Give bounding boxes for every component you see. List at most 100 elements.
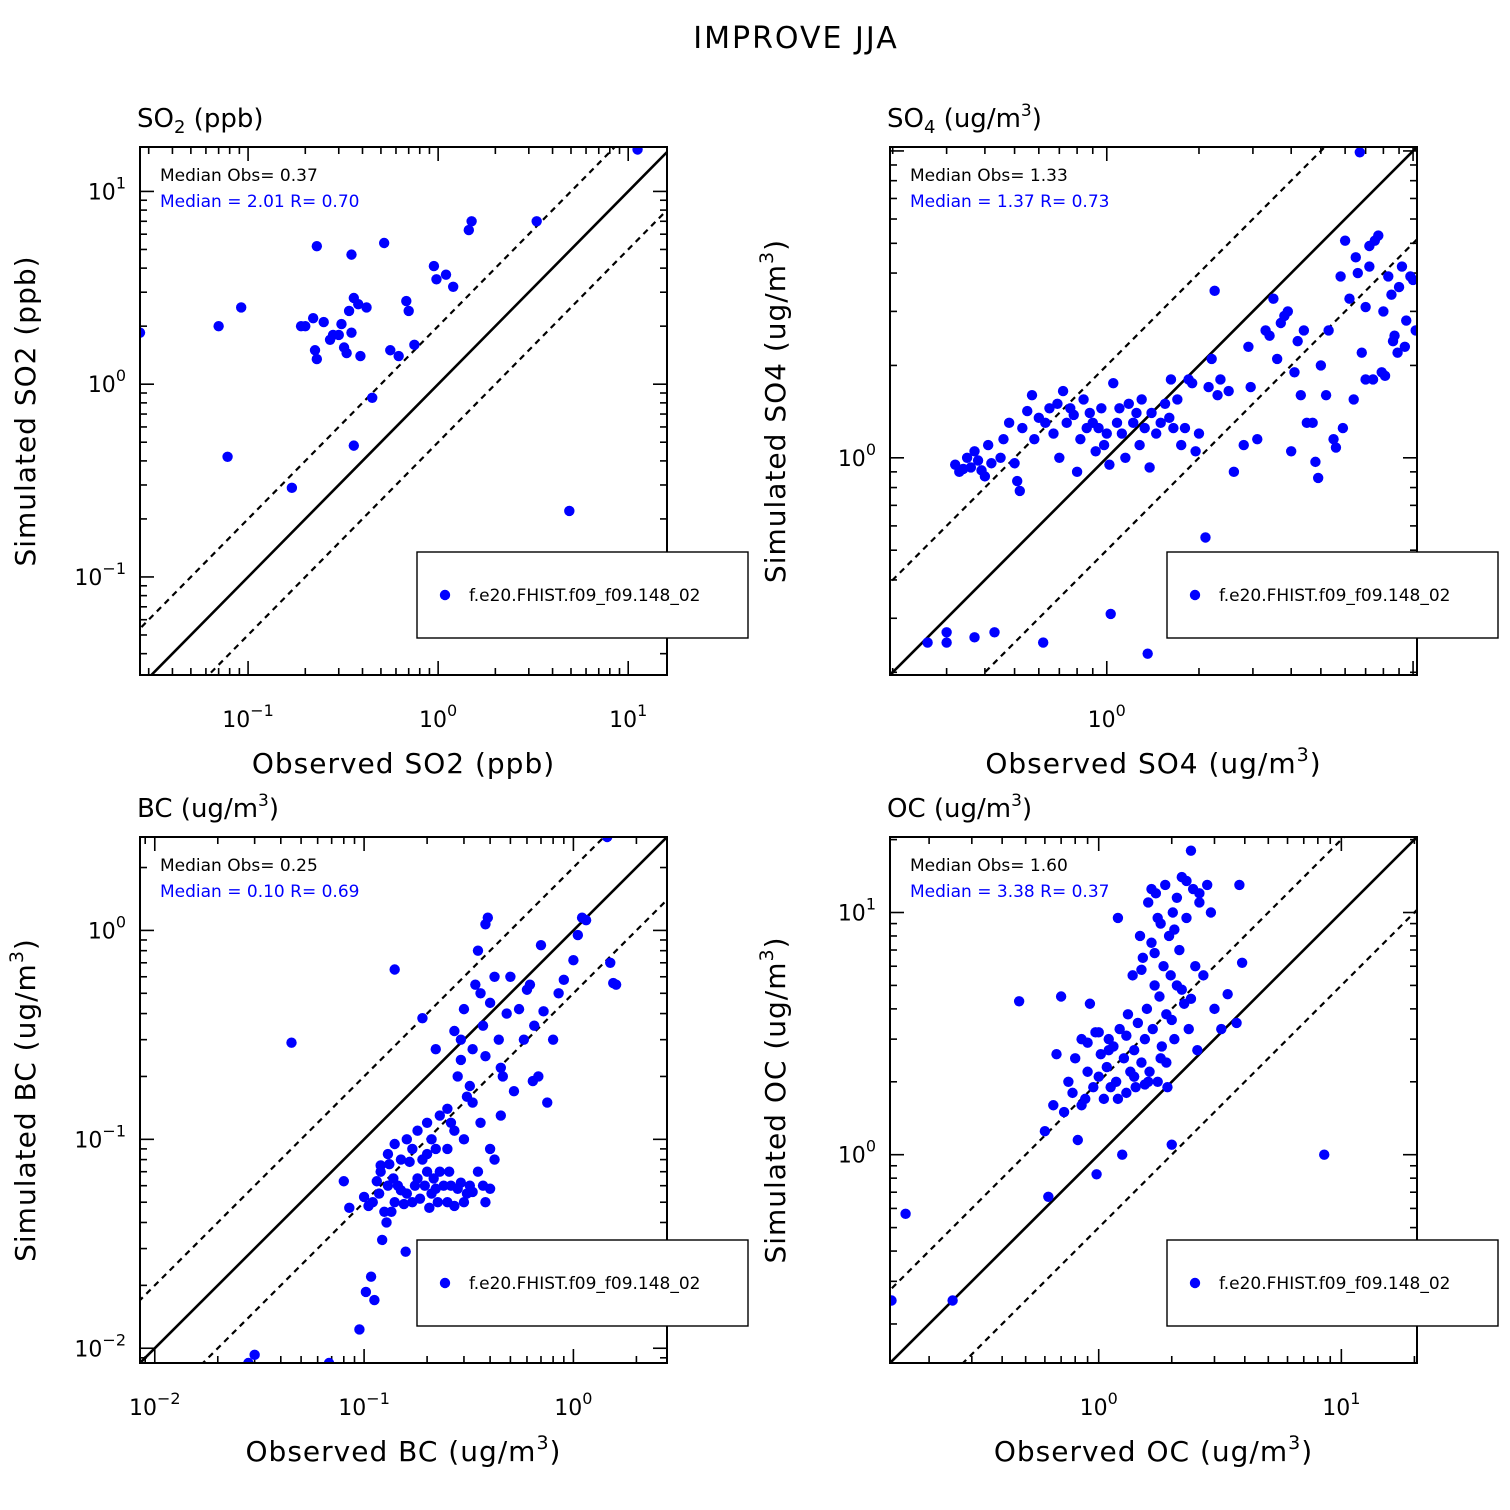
axis-label-text: Observed SO2 (ppb) — [252, 747, 555, 780]
data-point — [1389, 330, 1400, 341]
y-tick-label: 101 — [88, 173, 126, 205]
y-tick-label: 10−1 — [74, 559, 126, 591]
data-point — [1156, 1041, 1168, 1052]
data-point — [1181, 875, 1192, 887]
data-point — [482, 912, 494, 923]
data-point — [989, 627, 1000, 638]
axis-label-close: ) — [1301, 1435, 1313, 1468]
data-point — [1379, 370, 1391, 382]
data-point — [538, 1006, 549, 1017]
data-point — [400, 1246, 411, 1257]
data-point — [1136, 964, 1147, 975]
panel-title-unit: (ug/m — [926, 794, 1011, 824]
data-point — [1146, 883, 1157, 895]
data-point — [1026, 389, 1038, 401]
data-point — [1271, 353, 1283, 365]
axis-label-sup: 3 — [536, 1432, 549, 1454]
y-axis-label: Simulated BC (ug/m3) — [6, 938, 42, 1262]
data-point — [1154, 991, 1165, 1002]
data-point — [381, 1217, 392, 1228]
plot-frame — [139, 836, 668, 1364]
data-point — [1127, 970, 1138, 981]
panel-title-main: SO — [137, 104, 174, 134]
panel-title-main: BC — [137, 794, 173, 824]
data-point — [979, 471, 991, 482]
data-point — [1098, 1093, 1110, 1105]
data-point — [1407, 274, 1417, 286]
data-point — [384, 1159, 395, 1170]
data-point — [371, 1176, 382, 1187]
data-point — [890, 1295, 897, 1306]
data-point — [1040, 417, 1051, 429]
data-point — [965, 462, 977, 473]
data-point — [466, 216, 477, 227]
data-point — [1134, 930, 1146, 942]
x-tick-label: 10−1 — [338, 1389, 390, 1421]
x-tick-base: 10 — [1080, 1396, 1108, 1421]
data-point — [1116, 428, 1128, 439]
data-point — [1344, 293, 1355, 304]
data-point — [445, 1117, 457, 1128]
data-point — [407, 1143, 418, 1155]
data-point — [1147, 1023, 1158, 1035]
data-point — [440, 269, 452, 280]
data-point — [442, 1143, 453, 1155]
data-point — [1268, 293, 1279, 304]
data-point — [1068, 409, 1079, 421]
data-point — [1264, 330, 1275, 341]
data-point — [1378, 306, 1389, 317]
data-point — [309, 345, 321, 356]
data-point — [430, 1143, 441, 1155]
panel-title-superscript: 3 — [1011, 791, 1022, 811]
data-point — [1190, 961, 1201, 972]
y-tick-label: 100 — [838, 1137, 876, 1169]
data-point — [1164, 412, 1175, 424]
data-point — [1003, 417, 1015, 429]
data-point — [140, 327, 146, 338]
data-point — [1144, 1066, 1155, 1077]
data-point — [1058, 1106, 1070, 1118]
data-point — [1166, 1014, 1177, 1026]
data-point — [434, 1166, 446, 1177]
data-point — [412, 1125, 423, 1136]
data-point — [1143, 897, 1154, 908]
data-point — [1282, 306, 1294, 317]
data-point — [1039, 1126, 1051, 1137]
axis-label-close: ) — [759, 239, 792, 251]
data-point — [1174, 944, 1185, 956]
data-point — [547, 1034, 559, 1045]
data-point — [1183, 1023, 1194, 1035]
panel-title-close: ) — [1022, 794, 1032, 824]
legend-marker — [1189, 589, 1201, 601]
data-point — [421, 1166, 433, 1177]
data-point — [580, 914, 592, 926]
x-tick-label: 10−1 — [222, 701, 274, 733]
data-point — [1029, 433, 1040, 445]
factor-two-upper-line — [140, 147, 617, 631]
data-point — [1057, 385, 1069, 397]
data-point — [1236, 957, 1248, 968]
data-point — [1307, 417, 1318, 429]
axis-label-text: Simulated SO2 (ppb) — [9, 255, 42, 566]
panel-title-close: ) — [269, 794, 279, 824]
data-point — [455, 1054, 467, 1066]
data-point — [941, 627, 952, 638]
data-point — [1093, 422, 1104, 434]
data-point — [409, 339, 420, 351]
data-point — [1108, 378, 1119, 389]
data-point — [1101, 1061, 1113, 1073]
data-point — [213, 320, 224, 332]
data-point — [1048, 1100, 1059, 1111]
data-point — [489, 971, 500, 982]
data-point — [354, 1324, 365, 1335]
data-point — [472, 945, 484, 956]
data-point — [601, 837, 613, 843]
data-point — [358, 1191, 370, 1203]
data-point — [1202, 879, 1213, 891]
data-point — [1017, 422, 1028, 434]
data-point — [518, 1034, 530, 1045]
data-point — [1155, 417, 1166, 429]
legend-box — [416, 551, 749, 639]
x-tick-label: 101 — [1322, 1389, 1360, 1421]
data-point — [1161, 1057, 1172, 1068]
